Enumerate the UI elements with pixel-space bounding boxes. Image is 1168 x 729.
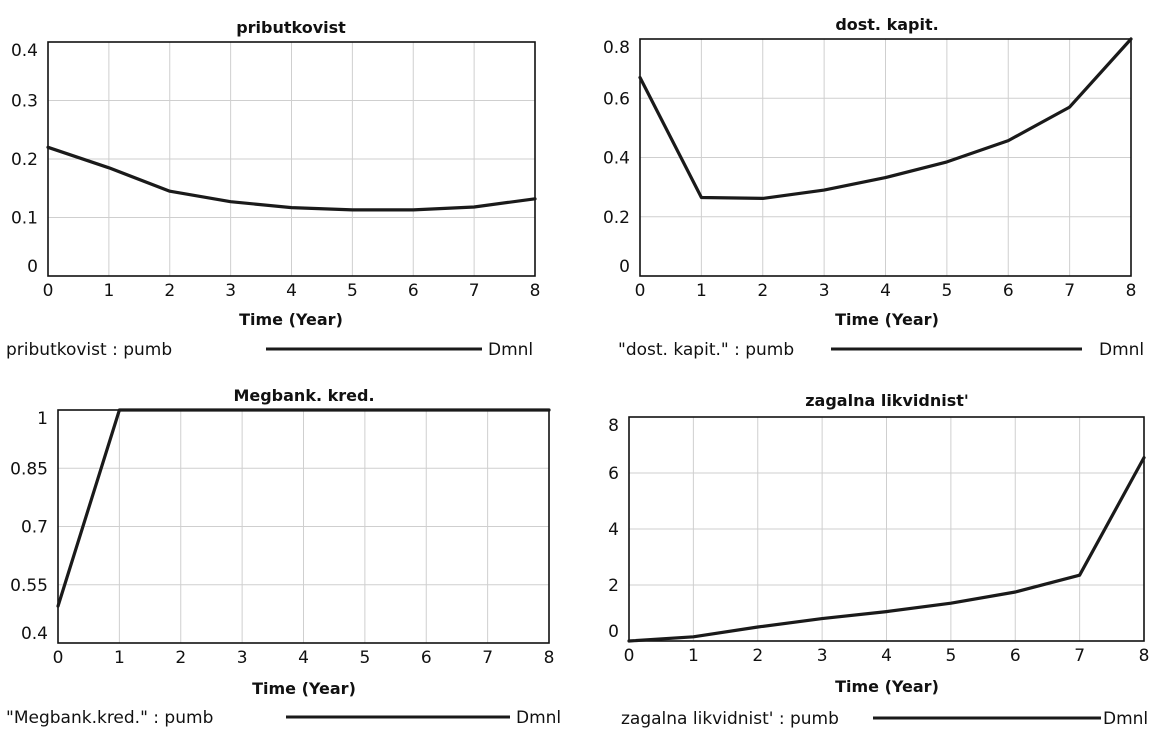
x-tick-label: 0: [635, 281, 646, 301]
chart-panel-megbank-kred: Megbank. kred. 0.4 0.55 0.7 0.85 1 0 1 2 3 4 5 6 7 8…: [0, 364, 584, 729]
x-tick-label: 5: [945, 646, 956, 666]
x-tick-label: 2: [175, 648, 186, 668]
y-tick-label: 0.7: [21, 518, 48, 538]
x-tick-label: 3: [225, 281, 236, 301]
y-tick-label: 0: [27, 257, 38, 277]
x-tick-label: 4: [880, 281, 891, 301]
y-tick-label: 0.55: [10, 576, 48, 596]
x-tick-label: 6: [1003, 281, 1014, 301]
plot-frame: [628, 416, 1145, 642]
plot-frame: [639, 38, 1132, 277]
x-tick-label: 2: [752, 646, 763, 666]
y-tick-label: 0.2: [11, 150, 38, 170]
x-tick-label: 6: [408, 281, 419, 301]
x-tick-label: 2: [164, 281, 175, 301]
y-tick-label: 8: [608, 416, 619, 436]
x-tick-label: 7: [1064, 281, 1075, 301]
x-axis-label: Time (Year): [239, 310, 343, 329]
chart-title: Megbank. kred.: [233, 386, 374, 405]
y-tick-label: 0.4: [21, 624, 48, 644]
series-line: [638, 37, 1133, 200]
y-tick-label: 0.4: [603, 149, 630, 169]
chart-title: dost. kapit.: [835, 15, 938, 34]
legend-series-name: "dost. kapit." : pumb: [618, 340, 794, 360]
x-tick-label: 7: [1074, 646, 1085, 666]
y-tick-label: 0.4: [11, 41, 38, 61]
x-tick-label: 5: [941, 281, 952, 301]
y-tick-label: 0: [619, 257, 630, 277]
x-tick-label: 6: [1010, 646, 1021, 666]
series-line: [627, 456, 1146, 643]
x-tick-label: 1: [688, 646, 699, 666]
y-tick-label: 0.8: [603, 38, 630, 58]
x-tick-label: 3: [819, 281, 830, 301]
chart-title: pributkovist: [236, 18, 346, 37]
x-tick-label: 4: [286, 281, 297, 301]
legend-series-name: "Megbank.kred." : pumb: [6, 708, 213, 728]
chart-svg: zagalna likvidnist' 0 2 4 6 8 0 1 2 3 4 5 6 7 8 Time…: [608, 391, 1150, 729]
x-tick-label: 0: [624, 646, 635, 666]
x-tick-label: 0: [43, 281, 54, 301]
x-tick-label: 8: [1126, 281, 1137, 301]
x-tick-label: 4: [298, 648, 309, 668]
x-tick-label: 7: [469, 281, 480, 301]
chart-svg: pributkovist 0 0.1 0.2 0.3 0.4 0 1 2 3 4 5 6 7 8 Tim…: [6, 18, 541, 360]
x-tick-label: 5: [359, 648, 370, 668]
y-tick-label: 2: [608, 576, 619, 596]
x-tick-label: 3: [817, 646, 828, 666]
x-tick-label: 8: [544, 648, 555, 668]
x-tick-label: 8: [530, 281, 541, 301]
legend-unit: Dmnl: [488, 340, 533, 360]
chart-title: zagalna likvidnist': [805, 391, 969, 410]
x-tick-label: 1: [696, 281, 707, 301]
x-axis-label: Time (Year): [835, 677, 939, 696]
x-tick-label: 2: [757, 281, 768, 301]
legend-unit: Dmnl: [1103, 709, 1148, 729]
x-tick-label: 5: [347, 281, 358, 301]
chart-panel-pributkovist: pributkovist 0 0.1 0.2 0.3 0.4 0 1 2 3 4 5 6 7 8 Tim…: [0, 0, 584, 364]
y-tick-label: 6: [608, 464, 619, 484]
legend-series-name: zagalna likvidnist' : pumb: [621, 709, 839, 729]
chart-panel-zagalna-likvidnist: zagalna likvidnist' 0 2 4 6 8 0 1 2 3 4 5 6 7 8 Time…: [584, 364, 1168, 729]
legend-unit: Dmnl: [516, 708, 561, 728]
legend-unit: Dmnl: [1099, 340, 1144, 360]
x-tick-label: 6: [421, 648, 432, 668]
chart-svg: dost. kapit. 0 0.2 0.4 0.6 0.8 0 1 2 3 4 5 6 7 8 Tim…: [603, 15, 1144, 360]
x-axis-label: Time (Year): [252, 679, 356, 698]
y-tick-label: 0.85: [10, 459, 48, 479]
y-tick-label: 0.2: [603, 208, 630, 228]
x-tick-label: 1: [114, 648, 125, 668]
series-line: [56, 408, 551, 608]
plot-frame: [47, 41, 536, 277]
x-axis-label: Time (Year): [835, 310, 939, 329]
y-tick-label: 0.6: [603, 89, 630, 109]
x-tick-label: 4: [881, 646, 892, 666]
series-line: [46, 145, 537, 212]
x-tick-label: 3: [237, 648, 248, 668]
legend-series-name: pributkovist : pumb: [6, 340, 172, 360]
x-tick-label: 8: [1139, 646, 1150, 666]
y-tick-label: 0.1: [11, 209, 38, 229]
y-tick-label: 0: [608, 622, 619, 642]
chart-svg: Megbank. kred. 0.4 0.55 0.7 0.85 1 0 1 2 3 4 5 6 7 8…: [6, 386, 561, 728]
chart-panel-dost-kapit: dost. kapit. 0 0.2 0.4 0.6 0.8 0 1 2 3 4 5 6 7 8 Tim…: [584, 0, 1168, 364]
y-tick-label: 1: [37, 409, 48, 429]
x-tick-label: 0: [53, 648, 64, 668]
y-tick-label: 0.3: [11, 92, 38, 112]
y-tick-label: 4: [608, 520, 619, 540]
x-tick-label: 7: [482, 648, 493, 668]
x-tick-label: 1: [103, 281, 114, 301]
